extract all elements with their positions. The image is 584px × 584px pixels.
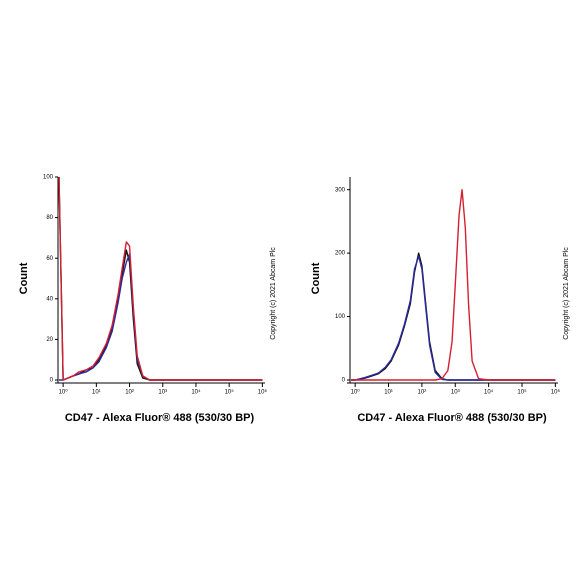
x-tick-label: 10⁴ — [191, 389, 201, 396]
y-tick-label: 40 — [46, 296, 53, 302]
copyright: Copyright (c) 2021 Abcam Plc — [563, 247, 570, 340]
x-tick-label: 10¹ — [384, 390, 393, 396]
y-axis-label: Count — [18, 262, 30, 294]
x-tick-label: 10⁶ — [551, 389, 561, 396]
y-axis-label: Count — [310, 262, 322, 294]
x-tick-label: 10⁰ — [351, 389, 361, 396]
copyright: Copyright (c) 2021 Abcam Plc — [270, 247, 277, 340]
y-tick-label: 200 — [335, 251, 346, 257]
histogram-line — [351, 188, 556, 381]
x-axis-label: CD47 - Alexa Fluor® 488 (530/30 BP) — [65, 412, 255, 424]
x-tick-label: 10³ — [451, 390, 460, 396]
histogram-line — [58, 176, 263, 381]
y-tick-label: 300 — [335, 187, 346, 193]
x-tick-label: 10² — [125, 390, 134, 396]
x-axis-label: CD47 - Alexa Fluor® 488 (530/30 BP) — [357, 412, 547, 424]
histogram-line — [58, 253, 263, 381]
y-tick-label: 0 — [342, 378, 346, 384]
y-tick-label: 100 — [43, 175, 54, 181]
y-tick-label: 0 — [50, 378, 54, 384]
x-tick-label: 10⁴ — [484, 389, 494, 396]
y-tick-label: 100 — [335, 314, 346, 320]
y-tick-label: 60 — [46, 256, 53, 262]
x-tick-label: 10⁰ — [59, 389, 69, 396]
x-tick-label: 10⁵ — [517, 389, 527, 396]
histogram-line — [351, 255, 556, 381]
x-tick-label: 10³ — [158, 390, 167, 396]
x-tick-label: 10¹ — [92, 390, 101, 396]
y-tick-label: 20 — [46, 337, 53, 343]
x-tick-label: 10⁶ — [258, 389, 268, 396]
y-tick-label: 80 — [46, 215, 53, 221]
x-tick-label: 10⁵ — [225, 389, 235, 396]
histogram-line — [58, 176, 263, 381]
x-tick-label: 10² — [418, 390, 427, 396]
